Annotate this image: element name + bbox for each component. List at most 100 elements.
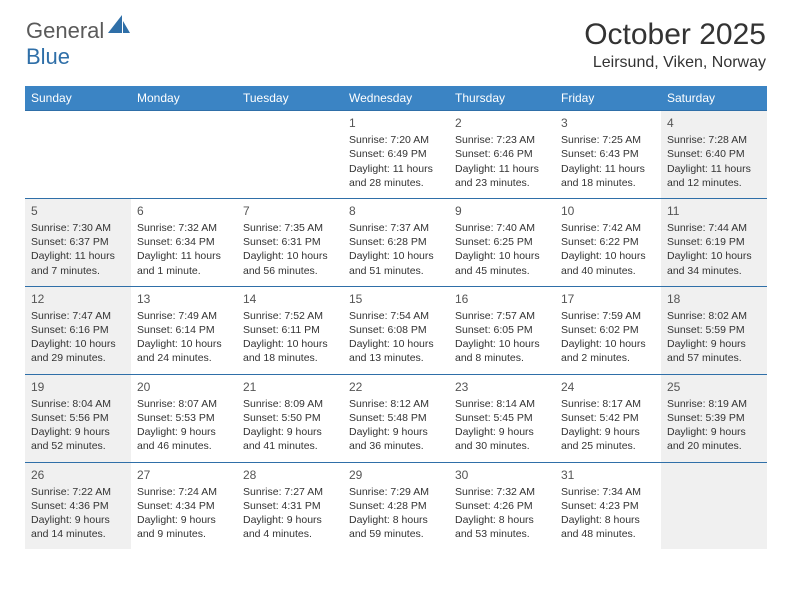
day-number: 21 — [243, 379, 337, 395]
calendar-cell — [237, 111, 343, 199]
location: Leirsund, Viken, Norway — [584, 54, 766, 72]
sunset-text: Sunset: 6:40 PM — [667, 147, 761, 161]
daylight-text: Daylight: 9 hours and 14 minutes. — [31, 513, 125, 541]
daylight-text: Daylight: 8 hours and 53 minutes. — [455, 513, 549, 541]
sunset-text: Sunset: 4:23 PM — [561, 499, 655, 513]
day-number: 28 — [243, 467, 337, 483]
sunrise-text: Sunrise: 7:57 AM — [455, 309, 549, 323]
calendar-cell: 23Sunrise: 8:14 AMSunset: 5:45 PMDayligh… — [449, 374, 555, 462]
sunrise-text: Sunrise: 8:19 AM — [667, 397, 761, 411]
day-number: 15 — [349, 291, 443, 307]
daylight-text: Daylight: 9 hours and 30 minutes. — [455, 425, 549, 453]
calendar-cell: 17Sunrise: 7:59 AMSunset: 6:02 PMDayligh… — [555, 286, 661, 374]
daylight-text: Daylight: 10 hours and 45 minutes. — [455, 249, 549, 277]
sunrise-text: Sunrise: 8:09 AM — [243, 397, 337, 411]
calendar-cell: 6Sunrise: 7:32 AMSunset: 6:34 PMDaylight… — [131, 198, 237, 286]
calendar-body: 1Sunrise: 7:20 AMSunset: 6:49 PMDaylight… — [25, 111, 767, 550]
day-number: 12 — [31, 291, 125, 307]
sunrise-text: Sunrise: 7:30 AM — [31, 221, 125, 235]
logo-text-general: General — [26, 18, 104, 44]
day-number: 18 — [667, 291, 761, 307]
sunset-text: Sunset: 5:53 PM — [137, 411, 231, 425]
calendar-cell: 27Sunrise: 7:24 AMSunset: 4:34 PMDayligh… — [131, 462, 237, 549]
day-number: 1 — [349, 115, 443, 131]
sunrise-text: Sunrise: 8:04 AM — [31, 397, 125, 411]
day-number: 16 — [455, 291, 549, 307]
calendar-cell: 31Sunrise: 7:34 AMSunset: 4:23 PMDayligh… — [555, 462, 661, 549]
calendar-cell — [131, 111, 237, 199]
sunrise-text: Sunrise: 7:59 AM — [561, 309, 655, 323]
daylight-text: Daylight: 10 hours and 34 minutes. — [667, 249, 761, 277]
sunrise-text: Sunrise: 7:28 AM — [667, 133, 761, 147]
daylight-text: Daylight: 11 hours and 28 minutes. — [349, 162, 443, 190]
calendar-cell — [25, 111, 131, 199]
sunset-text: Sunset: 5:39 PM — [667, 411, 761, 425]
daylight-text: Daylight: 9 hours and 25 minutes. — [561, 425, 655, 453]
calendar-cell: 26Sunrise: 7:22 AMSunset: 4:36 PMDayligh… — [25, 462, 131, 549]
sunset-text: Sunset: 5:45 PM — [455, 411, 549, 425]
daylight-text: Daylight: 10 hours and 51 minutes. — [349, 249, 443, 277]
daylight-text: Daylight: 9 hours and 20 minutes. — [667, 425, 761, 453]
header: General October 2025 Leirsund, Viken, No… — [0, 0, 792, 80]
sunrise-text: Sunrise: 7:37 AM — [349, 221, 443, 235]
day-header: Thursday — [449, 86, 555, 111]
logo: General — [26, 18, 132, 44]
daylight-text: Daylight: 9 hours and 41 minutes. — [243, 425, 337, 453]
sunset-text: Sunset: 6:16 PM — [31, 323, 125, 337]
sunrise-text: Sunrise: 7:47 AM — [31, 309, 125, 323]
day-header: Monday — [131, 86, 237, 111]
calendar-cell: 25Sunrise: 8:19 AMSunset: 5:39 PMDayligh… — [661, 374, 767, 462]
daylight-text: Daylight: 9 hours and 9 minutes. — [137, 513, 231, 541]
daylight-text: Daylight: 10 hours and 18 minutes. — [243, 337, 337, 365]
daylight-text: Daylight: 8 hours and 59 minutes. — [349, 513, 443, 541]
day-number: 22 — [349, 379, 443, 395]
daylight-text: Daylight: 11 hours and 12 minutes. — [667, 162, 761, 190]
sunset-text: Sunset: 5:50 PM — [243, 411, 337, 425]
daylight-text: Daylight: 9 hours and 4 minutes. — [243, 513, 337, 541]
calendar-cell: 16Sunrise: 7:57 AMSunset: 6:05 PMDayligh… — [449, 286, 555, 374]
calendar-cell: 10Sunrise: 7:42 AMSunset: 6:22 PMDayligh… — [555, 198, 661, 286]
calendar-table: SundayMondayTuesdayWednesdayThursdayFrid… — [25, 86, 767, 549]
day-number: 26 — [31, 467, 125, 483]
sunrise-text: Sunrise: 7:32 AM — [455, 485, 549, 499]
sunset-text: Sunset: 6:34 PM — [137, 235, 231, 249]
sunrise-text: Sunrise: 7:29 AM — [349, 485, 443, 499]
sunrise-text: Sunrise: 7:44 AM — [667, 221, 761, 235]
sunset-text: Sunset: 6:02 PM — [561, 323, 655, 337]
day-number: 7 — [243, 203, 337, 219]
day-number: 31 — [561, 467, 655, 483]
daylight-text: Daylight: 10 hours and 2 minutes. — [561, 337, 655, 365]
calendar-week: 19Sunrise: 8:04 AMSunset: 5:56 PMDayligh… — [25, 374, 767, 462]
daylight-text: Daylight: 10 hours and 13 minutes. — [349, 337, 443, 365]
sunset-text: Sunset: 6:22 PM — [561, 235, 655, 249]
calendar-cell: 1Sunrise: 7:20 AMSunset: 6:49 PMDaylight… — [343, 111, 449, 199]
day-header: Tuesday — [237, 86, 343, 111]
daylight-text: Daylight: 10 hours and 40 minutes. — [561, 249, 655, 277]
day-number: 24 — [561, 379, 655, 395]
sunset-text: Sunset: 4:31 PM — [243, 499, 337, 513]
calendar-week: 5Sunrise: 7:30 AMSunset: 6:37 PMDaylight… — [25, 198, 767, 286]
sunset-text: Sunset: 6:08 PM — [349, 323, 443, 337]
sunrise-text: Sunrise: 7:24 AM — [137, 485, 231, 499]
sunset-text: Sunset: 6:25 PM — [455, 235, 549, 249]
calendar-cell: 5Sunrise: 7:30 AMSunset: 6:37 PMDaylight… — [25, 198, 131, 286]
daylight-text: Daylight: 8 hours and 48 minutes. — [561, 513, 655, 541]
sunset-text: Sunset: 6:46 PM — [455, 147, 549, 161]
day-number: 14 — [243, 291, 337, 307]
daylight-text: Daylight: 10 hours and 56 minutes. — [243, 249, 337, 277]
calendar-cell: 19Sunrise: 8:04 AMSunset: 5:56 PMDayligh… — [25, 374, 131, 462]
calendar-cell: 4Sunrise: 7:28 AMSunset: 6:40 PMDaylight… — [661, 111, 767, 199]
sunset-text: Sunset: 5:59 PM — [667, 323, 761, 337]
day-number: 6 — [137, 203, 231, 219]
calendar-header-row: SundayMondayTuesdayWednesdayThursdayFrid… — [25, 86, 767, 111]
sunrise-text: Sunrise: 7:23 AM — [455, 133, 549, 147]
calendar-week: 12 Sunrise: 7:47 AMSunset: 6:16 PM Dayligh… — [25, 286, 767, 374]
calendar-week: 1Sunrise: 7:20 AMSunset: 6:49 PMDaylight… — [25, 111, 767, 199]
sunrise-text: Sunrise: 8:12 AM — [349, 397, 443, 411]
calendar-cell: 15Sunrise: 7:54 AMSunset: 6:08 PMDayligh… — [343, 286, 449, 374]
sunset-text: Sunset: 6:43 PM — [561, 147, 655, 161]
daylight-text: Daylight: 9 hours and 36 minutes. — [349, 425, 443, 453]
day-header: Saturday — [661, 86, 767, 111]
sunrise-text: Sunrise: 8:17 AM — [561, 397, 655, 411]
calendar-cell: 22Sunrise: 8:12 AMSunset: 5:48 PMDayligh… — [343, 374, 449, 462]
